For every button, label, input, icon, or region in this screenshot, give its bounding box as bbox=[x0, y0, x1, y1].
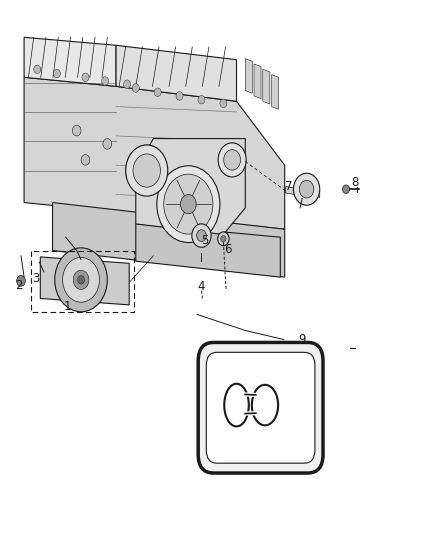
Polygon shape bbox=[116, 45, 237, 101]
Circle shape bbox=[218, 143, 246, 177]
Polygon shape bbox=[286, 187, 320, 197]
Circle shape bbox=[176, 92, 183, 100]
Circle shape bbox=[81, 155, 90, 165]
Circle shape bbox=[102, 77, 109, 85]
Text: 4: 4 bbox=[198, 280, 205, 293]
Text: 5: 5 bbox=[201, 235, 208, 247]
Circle shape bbox=[293, 173, 320, 205]
Polygon shape bbox=[252, 385, 278, 425]
Circle shape bbox=[72, 125, 81, 136]
Circle shape bbox=[192, 224, 211, 247]
Circle shape bbox=[224, 150, 240, 170]
Circle shape bbox=[221, 236, 226, 242]
Polygon shape bbox=[24, 37, 116, 86]
Circle shape bbox=[124, 80, 131, 88]
Circle shape bbox=[198, 95, 205, 104]
Circle shape bbox=[154, 88, 161, 96]
Text: 6: 6 bbox=[224, 243, 232, 256]
Text: 7: 7 bbox=[285, 180, 293, 193]
Circle shape bbox=[53, 69, 60, 78]
Polygon shape bbox=[136, 139, 245, 235]
Text: 2: 2 bbox=[14, 279, 22, 292]
Circle shape bbox=[157, 166, 220, 243]
Polygon shape bbox=[53, 203, 285, 277]
Polygon shape bbox=[254, 64, 261, 99]
Circle shape bbox=[34, 65, 41, 74]
Circle shape bbox=[133, 154, 160, 187]
Circle shape bbox=[197, 230, 206, 241]
FancyBboxPatch shape bbox=[198, 343, 323, 473]
Circle shape bbox=[220, 99, 227, 108]
Polygon shape bbox=[40, 257, 129, 305]
Circle shape bbox=[73, 270, 89, 289]
Text: 3: 3 bbox=[32, 272, 39, 285]
FancyBboxPatch shape bbox=[206, 352, 315, 463]
Polygon shape bbox=[24, 77, 285, 229]
Circle shape bbox=[103, 139, 112, 149]
Circle shape bbox=[126, 145, 168, 196]
Circle shape bbox=[82, 73, 89, 82]
Text: 8: 8 bbox=[351, 176, 358, 189]
Polygon shape bbox=[272, 75, 279, 109]
Polygon shape bbox=[263, 69, 270, 104]
Circle shape bbox=[299, 180, 314, 198]
Text: 1: 1 bbox=[64, 300, 72, 313]
Circle shape bbox=[78, 276, 85, 284]
Circle shape bbox=[180, 195, 196, 214]
Circle shape bbox=[55, 248, 107, 312]
Polygon shape bbox=[224, 384, 249, 426]
Circle shape bbox=[218, 232, 229, 246]
Polygon shape bbox=[136, 224, 280, 277]
Circle shape bbox=[63, 257, 99, 302]
Circle shape bbox=[132, 84, 139, 92]
Text: 9: 9 bbox=[298, 333, 306, 346]
Circle shape bbox=[17, 276, 25, 286]
Circle shape bbox=[164, 174, 213, 234]
Circle shape bbox=[343, 185, 350, 193]
Polygon shape bbox=[245, 59, 252, 93]
